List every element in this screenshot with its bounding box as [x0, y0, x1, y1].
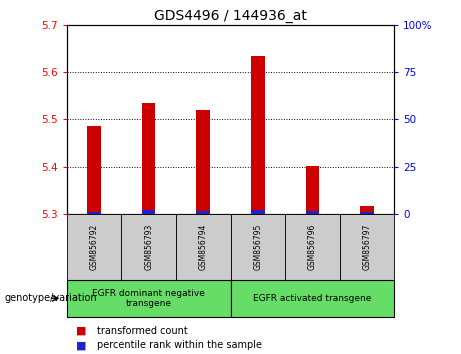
Text: ■: ■	[76, 326, 87, 336]
Bar	[87, 126, 101, 214]
Bar	[196, 211, 210, 214]
Bar	[306, 166, 319, 214]
Text: percentile rank within the sample: percentile rank within the sample	[97, 340, 262, 350]
Bar	[360, 212, 374, 214]
Bar	[230, 280, 394, 317]
Text: transformed count: transformed count	[97, 326, 188, 336]
Bar	[142, 210, 155, 214]
Bar	[306, 211, 319, 214]
Bar	[67, 214, 121, 280]
Bar	[251, 210, 265, 214]
Bar	[67, 280, 230, 317]
Bar	[285, 214, 340, 280]
Bar	[251, 56, 265, 214]
Bar	[360, 206, 374, 214]
Text: GSM856792: GSM856792	[89, 224, 99, 270]
Bar	[142, 103, 155, 214]
Text: genotype/variation: genotype/variation	[5, 293, 97, 303]
Text: GSM856796: GSM856796	[308, 224, 317, 270]
Bar	[87, 212, 101, 214]
Text: GSM856793: GSM856793	[144, 224, 153, 270]
Text: GDS4496 / 144936_at: GDS4496 / 144936_at	[154, 9, 307, 23]
Text: GSM856797: GSM856797	[362, 224, 372, 270]
Bar	[230, 214, 285, 280]
Text: EGFR dominant negative
transgene: EGFR dominant negative transgene	[92, 289, 205, 308]
Bar	[340, 214, 394, 280]
Text: EGFR activated transgene: EGFR activated transgene	[253, 294, 372, 303]
Text: GSM856795: GSM856795	[253, 224, 262, 270]
Bar	[121, 214, 176, 280]
Bar	[176, 214, 230, 280]
Bar	[196, 110, 210, 214]
Text: GSM856794: GSM856794	[199, 224, 208, 270]
Text: ■: ■	[76, 340, 87, 350]
